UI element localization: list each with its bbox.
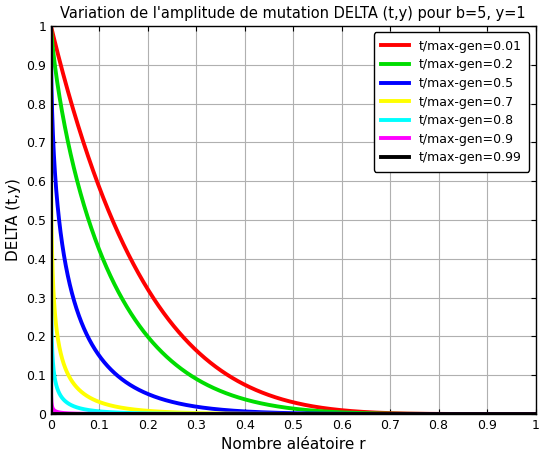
t/max-gen=0.8 — [409, 411, 416, 417]
t/max-gen=0.9 — [338, 411, 345, 417]
t/max-gen=0.01 — [48, 23, 54, 29]
t/max-gen=0.7 — [363, 411, 370, 417]
t/max-gen=0.9 — [48, 23, 54, 29]
t/max-gen=0.99 — [446, 411, 452, 417]
Y-axis label: DELTA (t,y): DELTA (t,y) — [5, 179, 21, 262]
t/max-gen=0.99 — [338, 411, 345, 417]
t/max-gen=0.01 — [532, 411, 539, 417]
t/max-gen=0.5 — [446, 411, 452, 417]
t/max-gen=0.5 — [48, 23, 54, 29]
Line: t/max-gen=0.2: t/max-gen=0.2 — [51, 26, 536, 414]
t/max-gen=0.01 — [338, 408, 345, 413]
t/max-gen=0.7 — [532, 411, 539, 417]
t/max-gen=0.01 — [446, 411, 452, 417]
Line: t/max-gen=0.01: t/max-gen=0.01 — [51, 26, 536, 414]
t/max-gen=0.9 — [446, 411, 452, 417]
t/max-gen=0.99 — [363, 411, 370, 417]
t/max-gen=0.7 — [136, 407, 142, 413]
t/max-gen=0.7 — [446, 411, 452, 417]
t/max-gen=0.5 — [363, 411, 370, 417]
t/max-gen=0.2 — [446, 411, 452, 417]
t/max-gen=0.9 — [233, 411, 239, 417]
Line: t/max-gen=0.99: t/max-gen=0.99 — [51, 26, 536, 414]
t/max-gen=0.9 — [363, 411, 370, 417]
t/max-gen=0.01 — [409, 411, 416, 416]
t/max-gen=0.8 — [338, 411, 345, 417]
t/max-gen=0.2 — [532, 411, 539, 417]
t/max-gen=0.99 — [233, 411, 239, 417]
t/max-gen=0.8 — [532, 411, 539, 417]
t/max-gen=0.8 — [233, 411, 239, 417]
t/max-gen=0.8 — [136, 410, 142, 416]
t/max-gen=0.2 — [48, 23, 54, 29]
t/max-gen=0.7 — [233, 411, 239, 416]
t/max-gen=0.99 — [532, 411, 539, 417]
t/max-gen=0.01 — [363, 409, 370, 415]
Line: t/max-gen=0.7: t/max-gen=0.7 — [51, 26, 536, 414]
t/max-gen=0.99 — [48, 23, 54, 29]
t/max-gen=0.9 — [409, 411, 416, 417]
t/max-gen=0.5 — [233, 408, 239, 414]
Title: Variation de l'amplitude de mutation DELTA (t,y) pour b=5, y=1: Variation de l'amplitude de mutation DEL… — [60, 5, 526, 21]
t/max-gen=0.01 — [136, 272, 142, 277]
Line: t/max-gen=0.5: t/max-gen=0.5 — [51, 26, 536, 414]
t/max-gen=0.5 — [409, 411, 416, 417]
t/max-gen=0.5 — [338, 411, 345, 416]
t/max-gen=0.9 — [136, 411, 142, 417]
t/max-gen=0.8 — [446, 411, 452, 417]
t/max-gen=0.2 — [363, 410, 370, 416]
t/max-gen=0.7 — [338, 411, 345, 417]
t/max-gen=0.7 — [48, 23, 54, 29]
t/max-gen=0.2 — [233, 394, 239, 399]
t/max-gen=0.99 — [136, 411, 142, 417]
t/max-gen=0.9 — [532, 411, 539, 417]
X-axis label: Nombre aléatoire r: Nombre aléatoire r — [221, 437, 366, 453]
t/max-gen=0.5 — [136, 387, 142, 393]
t/max-gen=0.5 — [532, 411, 539, 417]
t/max-gen=0.8 — [363, 411, 370, 417]
t/max-gen=0.2 — [338, 409, 345, 415]
t/max-gen=0.01 — [233, 377, 239, 383]
t/max-gen=0.7 — [409, 411, 416, 417]
Line: t/max-gen=0.9: t/max-gen=0.9 — [51, 26, 536, 414]
t/max-gen=0.2 — [409, 411, 416, 417]
t/max-gen=0.99 — [409, 411, 416, 417]
Line: t/max-gen=0.8: t/max-gen=0.8 — [51, 26, 536, 414]
t/max-gen=0.8 — [48, 23, 54, 29]
Legend: t/max-gen=0.01, t/max-gen=0.2, t/max-gen=0.5, t/max-gen=0.7, t/max-gen=0.8, t/ma: t/max-gen=0.01, t/max-gen=0.2, t/max-gen… — [374, 32, 529, 172]
t/max-gen=0.2 — [136, 322, 142, 328]
